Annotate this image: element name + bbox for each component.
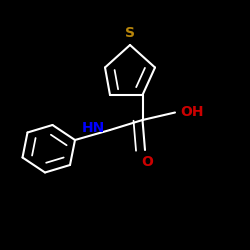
Text: OH: OH <box>180 106 204 120</box>
Text: S: S <box>125 26 135 40</box>
Text: HN: HN <box>82 120 105 134</box>
Text: O: O <box>142 155 154 169</box>
